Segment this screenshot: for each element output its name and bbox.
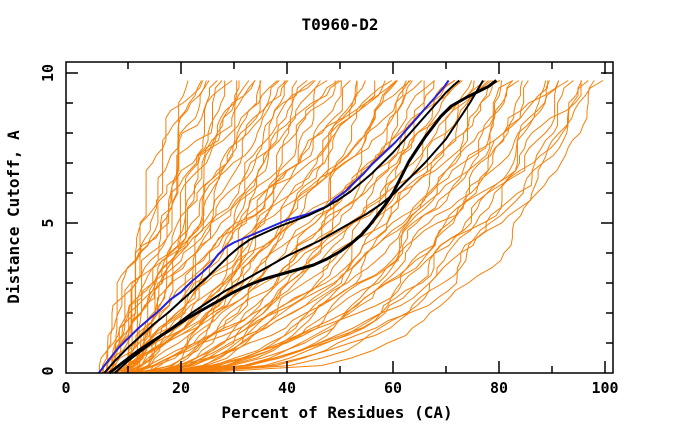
prediction-curve	[186, 80, 589, 374]
prediction-curve	[121, 80, 336, 374]
prediction-curve	[130, 80, 475, 374]
prediction-curve	[165, 80, 547, 374]
prediction-curve	[128, 80, 308, 374]
prediction-curve	[119, 80, 226, 374]
prediction-curve	[150, 80, 550, 374]
prediction-curve	[176, 80, 549, 374]
prediction-curve	[123, 80, 397, 374]
prediction-curve	[172, 80, 582, 374]
y-tick-label: 5	[39, 218, 57, 227]
x-tick-label: 80	[490, 379, 508, 397]
x-tick-label: 0	[61, 379, 70, 397]
prediction-curve	[163, 80, 529, 374]
x-tick-label: 40	[278, 379, 296, 397]
prediction-curve	[107, 80, 240, 374]
highlight-model-1-curve	[103, 79, 460, 374]
prediction-curves	[98, 80, 604, 374]
prediction-curve	[107, 80, 210, 373]
prediction-curve	[135, 80, 501, 374]
prediction-curve	[168, 80, 514, 374]
prediction-curve	[109, 80, 287, 374]
prediction-curve	[103, 80, 262, 374]
prediction-curve	[109, 80, 202, 374]
prediction-curve	[116, 80, 316, 374]
prediction-curve	[125, 80, 339, 374]
prediction-curve	[119, 80, 366, 374]
prediction-curve	[180, 80, 569, 374]
prediction-curve	[158, 80, 583, 374]
highlighted-curves	[98, 79, 498, 375]
prediction-curve	[128, 80, 393, 374]
prediction-curve	[109, 80, 280, 374]
x-tick-label: 100	[591, 379, 618, 397]
x-axis-label: Percent of Residues (CA)	[221, 403, 452, 422]
x-tick-label: 60	[384, 379, 402, 397]
axis-ticks	[66, 62, 613, 373]
prediction-curve	[155, 80, 462, 374]
y-axis-label: Distance Cutoff, A	[4, 130, 23, 304]
prediction-curve	[115, 80, 261, 374]
prediction-curve	[127, 80, 314, 374]
prediction-curve	[106, 80, 207, 374]
prediction-curve	[111, 80, 256, 373]
prediction-curve	[151, 80, 560, 374]
chart-title: T0960-D2	[301, 15, 378, 34]
best-model-blue-curve	[98, 79, 450, 374]
prediction-curve	[145, 80, 376, 374]
prediction-curve	[144, 80, 498, 374]
tick-labels: 0 20 40 60 80 100 0 5 10	[39, 64, 619, 397]
highlight-model-3-curve	[114, 79, 484, 374]
prediction-curve	[101, 80, 233, 374]
prediction-curve	[136, 80, 413, 374]
prediction-curve	[177, 80, 559, 374]
prediction-curve	[147, 80, 519, 374]
highlight-model-2-curve	[108, 79, 498, 375]
prediction-curve	[132, 80, 298, 374]
x-tick-label: 20	[172, 379, 190, 397]
y-tick-label: 0	[39, 366, 57, 375]
prediction-curve	[160, 80, 493, 374]
prediction-curve	[184, 80, 574, 374]
prediction-curve	[132, 80, 436, 374]
prediction-curve	[180, 80, 604, 374]
prediction-curve	[134, 80, 463, 374]
prediction-curve	[195, 80, 595, 374]
y-tick-label: 10	[39, 64, 57, 82]
